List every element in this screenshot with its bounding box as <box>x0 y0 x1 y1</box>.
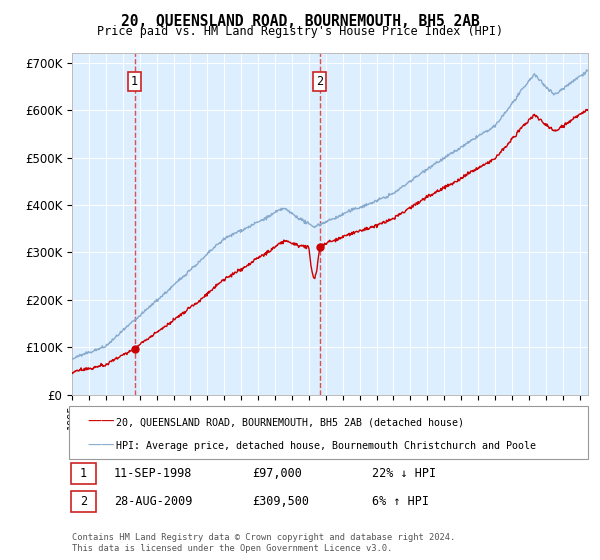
Text: £309,500: £309,500 <box>252 495 309 508</box>
Text: Contains HM Land Registry data © Crown copyright and database right 2024.
This d: Contains HM Land Registry data © Crown c… <box>72 533 455 553</box>
Text: 6% ↑ HPI: 6% ↑ HPI <box>372 495 429 508</box>
Text: 2: 2 <box>80 495 87 508</box>
Text: ——: —— <box>87 416 115 429</box>
Text: ——: —— <box>87 439 115 454</box>
Text: HPI: Average price, detached house, Bournemouth Christchurch and Poole: HPI: Average price, detached house, Bour… <box>116 441 536 451</box>
Text: 20, QUEENSLAND ROAD, BOURNEMOUTH, BH5 2AB: 20, QUEENSLAND ROAD, BOURNEMOUTH, BH5 2A… <box>121 14 479 29</box>
Text: 1: 1 <box>80 467 87 480</box>
Text: 28-AUG-2009: 28-AUG-2009 <box>114 495 193 508</box>
Text: 2: 2 <box>316 75 323 88</box>
Text: 11-SEP-1998: 11-SEP-1998 <box>114 467 193 480</box>
Text: 22% ↓ HPI: 22% ↓ HPI <box>372 467 436 480</box>
Text: 20, QUEENSLAND ROAD, BOURNEMOUTH, BH5 2AB (detached house): 20, QUEENSLAND ROAD, BOURNEMOUTH, BH5 2A… <box>116 417 464 427</box>
Text: Price paid vs. HM Land Registry's House Price Index (HPI): Price paid vs. HM Land Registry's House … <box>97 25 503 38</box>
Text: 1: 1 <box>131 75 138 88</box>
Text: £97,000: £97,000 <box>252 467 302 480</box>
